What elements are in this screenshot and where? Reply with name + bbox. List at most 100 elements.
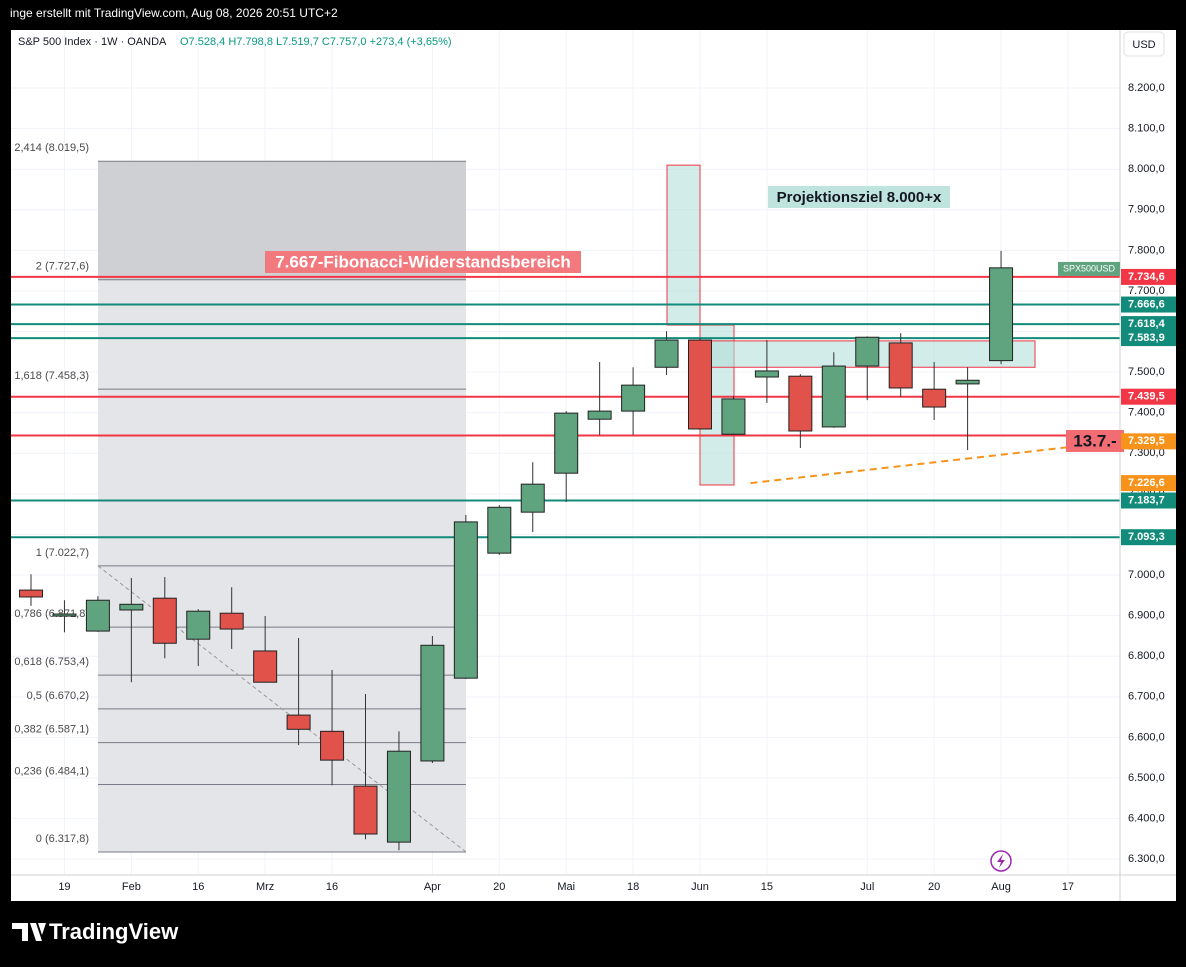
y-tick-label: 6.300,0: [1128, 853, 1165, 865]
level-label: 7.618,4: [1128, 318, 1166, 330]
candle-body: [320, 730, 345, 761]
x-tick-label: Aug: [991, 881, 1011, 893]
symbol-line: S&P 500 Index · 1W · OANDA: [18, 36, 167, 48]
annotation-box: [265, 251, 581, 273]
plot: 2,414 (8.019,5) 2 (7.727,6) 1,618 (7.458,3…: [11, 30, 1120, 875]
level-label: 7.226,6: [1128, 477, 1165, 489]
x-tick-label: Jul: [860, 881, 874, 893]
level-label: 7.583,9: [1128, 332, 1165, 344]
logo-icon: [12, 923, 46, 941]
y-tick-label: 6.500,0: [1128, 772, 1165, 784]
currency: USD: [1132, 39, 1155, 51]
candle-body: [788, 375, 813, 432]
x-tick-label: Mai: [557, 881, 575, 893]
candle-body: [487, 506, 512, 554]
candle-body: [688, 339, 712, 430]
fib-label: 2 (7.727,6): [36, 261, 89, 273]
x-tick-label: Mrz: [256, 881, 274, 893]
candle-body: [219, 612, 244, 630]
x-tick-label: 18: [627, 881, 639, 893]
level-label: 7.093,3: [1128, 531, 1165, 543]
candle-body: [855, 336, 880, 367]
candle-body: [888, 342, 913, 389]
level-label: 7.329,5: [1128, 435, 1165, 447]
x-tick-label: 17: [1062, 881, 1074, 893]
x-tick-label: Apr: [424, 881, 441, 893]
y-tick-label: 8.100,0: [1128, 123, 1165, 135]
y-tick-label: 6.600,0: [1128, 731, 1165, 743]
annotation-box: [768, 186, 950, 208]
x-tick-label: 16: [326, 881, 338, 893]
candle-body: [386, 750, 411, 843]
fib-label: 0,382 (6.587,1): [14, 724, 89, 736]
fib-label: 0,5 (6.670,2): [27, 690, 89, 702]
lightning-glyph: [997, 854, 1005, 868]
fib-label: 0,786 (6.871,8): [14, 608, 89, 620]
candle-body: [19, 589, 43, 598]
candle-body: [52, 613, 77, 617]
candle-body: [554, 412, 579, 474]
level-label: 7.183,7: [1128, 494, 1165, 506]
level-tag: [1121, 475, 1176, 492]
fib-label: 0,618 (6.753,4): [14, 656, 89, 668]
candle-body: [85, 599, 110, 632]
candle-body: [286, 714, 311, 730]
level-tag: [1121, 316, 1176, 333]
y-tick-label: 8.000,0: [1128, 163, 1165, 175]
y-tick-label: 7.900,0: [1128, 204, 1165, 216]
y-tick-label: 7.000,0: [1128, 569, 1165, 581]
candle-body: [587, 410, 612, 420]
y-tick-label: 7.800,0: [1128, 244, 1165, 256]
level-tag: [1121, 529, 1176, 546]
zone: [666, 164, 701, 326]
candle-body: [989, 267, 1014, 362]
annotation: 7.667-Fibonacci-Widerstandsbereich: [275, 252, 571, 271]
level-tag: [1121, 433, 1176, 450]
y-tick-label: 6.800,0: [1128, 650, 1165, 662]
level-label: 7.666,6: [1128, 298, 1165, 310]
y-tick-label: 7.400,0: [1128, 407, 1165, 419]
x-tick-label: 15: [761, 881, 773, 893]
level-tag: [1121, 492, 1176, 509]
x-tick-label: 16: [192, 881, 204, 893]
y-tick-label: 7.700,0: [1128, 285, 1165, 297]
candle-body: [654, 339, 679, 368]
annotation: Projektionsziel 8.000+x: [777, 189, 942, 206]
x-tick-label: 20: [493, 881, 505, 893]
currency-button[interactable]: [1123, 31, 1165, 57]
level-label: 7.734,6: [1128, 271, 1165, 283]
candle-body: [353, 785, 378, 835]
annotation-box: [1066, 430, 1124, 452]
candle-body: [119, 603, 144, 611]
candle-body: [186, 610, 211, 640]
x-tick-label: 20: [928, 881, 940, 893]
y-tick-label: 7.500,0: [1128, 366, 1165, 378]
fib-label: 0 (6.317,8): [36, 833, 89, 845]
brand: TradingView: [49, 919, 179, 944]
candle-body: [922, 388, 947, 408]
level-tag: [1121, 388, 1176, 405]
x-tick-label: 19: [58, 881, 70, 893]
y-tick-label: 8.200,0: [1128, 82, 1165, 94]
level-tag: [1121, 296, 1176, 313]
author-line: inge erstellt mit TradingView.com, Aug 0…: [10, 6, 338, 20]
y-tick-label: 7.300,0: [1128, 447, 1165, 459]
y-tick-label: 6.900,0: [1128, 610, 1165, 622]
level-tag: [1121, 268, 1176, 285]
candle-body: [754, 370, 779, 378]
y-tick-label: 6.700,0: [1128, 691, 1165, 703]
candle-body: [621, 384, 646, 412]
candle-body: [253, 650, 278, 683]
trendline: [750, 440, 1120, 485]
level-label: 7.439,5: [1128, 391, 1165, 403]
candle-body: [453, 521, 478, 679]
symbol-tag-box: [1058, 261, 1120, 276]
candle-body: [420, 644, 445, 762]
fib-label: 1 (7.022,7): [36, 547, 89, 559]
candle-body: [821, 365, 846, 428]
fib-label: 2,414 (8.019,5): [14, 142, 89, 154]
level-tag: [1121, 330, 1176, 347]
symbol-tag: SPX500USD: [1063, 263, 1116, 273]
